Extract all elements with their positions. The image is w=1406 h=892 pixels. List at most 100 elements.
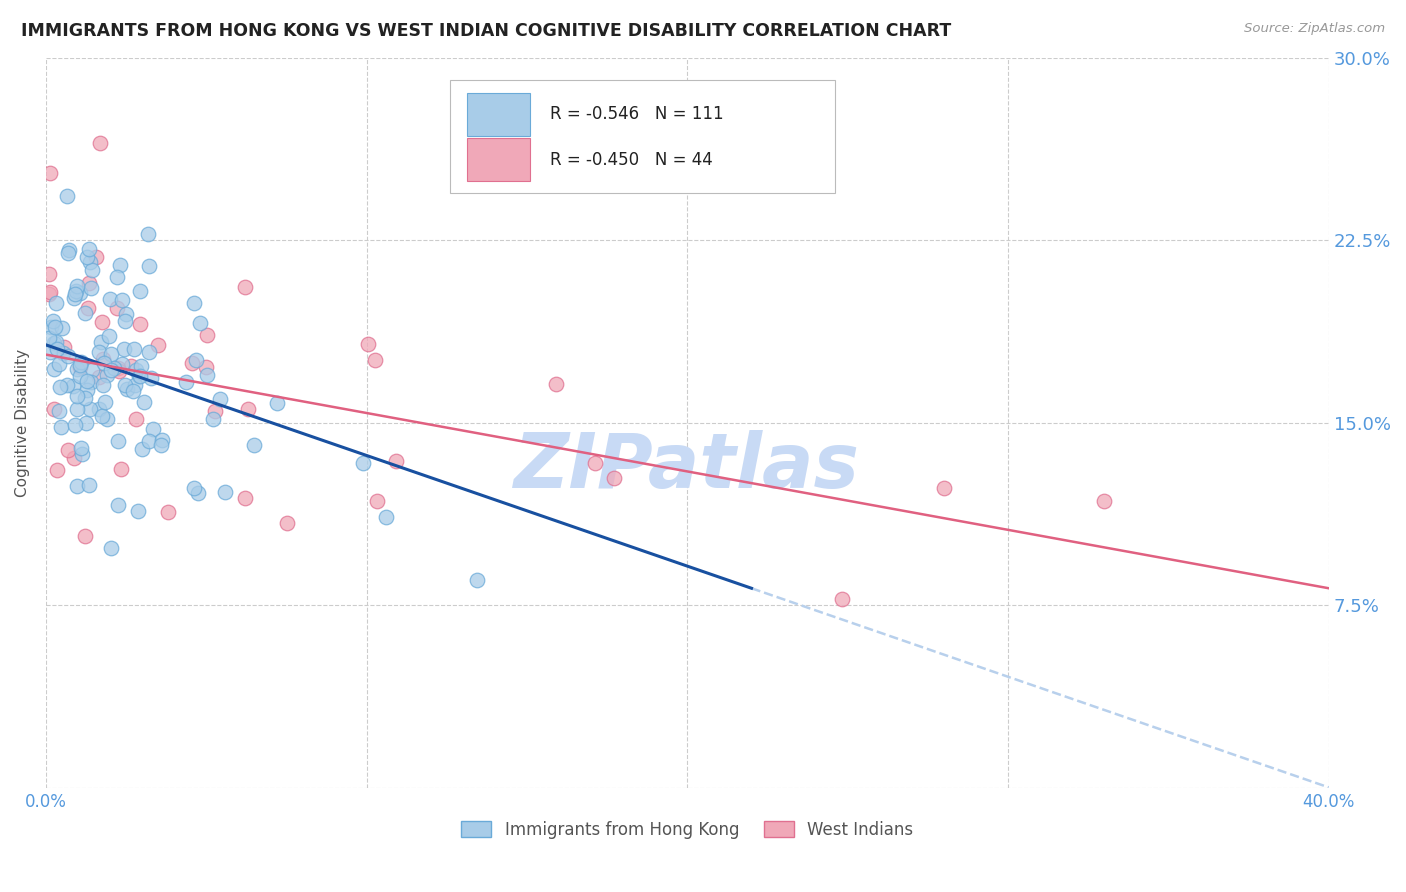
Point xyxy=(129,318,152,332)
Point xyxy=(51,320,73,334)
Point xyxy=(93,395,115,409)
Point xyxy=(120,359,142,374)
Point xyxy=(121,384,143,399)
Point xyxy=(79,255,101,269)
Point xyxy=(98,292,121,306)
Point xyxy=(352,456,374,470)
Point xyxy=(236,402,259,417)
Point xyxy=(138,260,160,274)
Point xyxy=(87,345,110,359)
Point xyxy=(385,454,408,468)
Point xyxy=(465,574,488,588)
Point xyxy=(100,347,122,361)
Point xyxy=(75,416,97,430)
Point xyxy=(46,343,69,357)
Point xyxy=(49,380,72,394)
Point xyxy=(84,250,107,264)
Point xyxy=(115,382,138,396)
Point xyxy=(150,433,173,447)
Point xyxy=(364,353,387,368)
Point xyxy=(831,591,853,606)
Point xyxy=(125,411,148,425)
Point xyxy=(65,478,87,492)
Point xyxy=(128,369,150,384)
Point xyxy=(73,391,96,405)
Point xyxy=(76,250,98,264)
Y-axis label: Cognitive Disability: Cognitive Disability xyxy=(15,349,30,497)
Point xyxy=(114,377,136,392)
Point xyxy=(932,482,955,496)
FancyBboxPatch shape xyxy=(467,93,530,136)
Point xyxy=(374,509,396,524)
Point xyxy=(91,351,114,366)
Point xyxy=(96,412,118,426)
Point xyxy=(183,481,205,495)
Point xyxy=(366,493,388,508)
Point xyxy=(79,401,101,416)
Point xyxy=(70,355,93,369)
Point xyxy=(66,362,89,376)
Point xyxy=(183,296,205,310)
FancyBboxPatch shape xyxy=(450,79,835,193)
Point xyxy=(80,375,103,389)
Point xyxy=(69,358,91,372)
Point xyxy=(108,364,131,378)
Point xyxy=(91,378,114,392)
Point xyxy=(56,442,79,457)
Point xyxy=(76,374,98,388)
Point xyxy=(79,280,101,294)
Point xyxy=(105,269,128,284)
Point xyxy=(80,362,103,376)
Point xyxy=(201,412,224,426)
Point xyxy=(356,336,378,351)
Point xyxy=(56,349,79,363)
Point xyxy=(107,360,129,375)
Point xyxy=(146,338,169,352)
Point xyxy=(70,447,93,461)
Point xyxy=(103,360,125,375)
Point xyxy=(42,336,65,351)
Point xyxy=(96,368,118,382)
Point xyxy=(52,340,75,354)
Point xyxy=(131,442,153,457)
Point xyxy=(45,334,67,349)
Point xyxy=(124,378,146,392)
Point xyxy=(51,420,73,434)
Point xyxy=(583,457,606,471)
Point xyxy=(190,316,212,330)
Point xyxy=(111,357,134,371)
Point xyxy=(66,278,89,293)
Point xyxy=(266,396,288,410)
Text: IMMIGRANTS FROM HONG KONG VS WEST INDIAN COGNITIVE DISABILITY CORRELATION CHART: IMMIGRANTS FROM HONG KONG VS WEST INDIAN… xyxy=(21,22,952,40)
Point xyxy=(125,363,148,377)
Point xyxy=(69,369,91,384)
Point xyxy=(90,335,112,350)
Point xyxy=(138,434,160,448)
Point xyxy=(77,478,100,492)
Point xyxy=(129,368,152,383)
Point xyxy=(129,284,152,298)
Point xyxy=(150,438,173,452)
Point xyxy=(65,284,87,298)
Point xyxy=(180,356,202,370)
Point xyxy=(38,331,60,345)
Point xyxy=(243,438,266,452)
Point xyxy=(112,342,135,356)
Point xyxy=(136,227,159,241)
Point xyxy=(107,498,129,512)
Point xyxy=(73,529,96,543)
Point xyxy=(187,486,209,500)
Point xyxy=(132,394,155,409)
Point xyxy=(90,315,112,329)
Point xyxy=(70,442,93,456)
Point xyxy=(42,402,65,417)
Point xyxy=(63,451,86,466)
Text: Source: ZipAtlas.com: Source: ZipAtlas.com xyxy=(1244,22,1385,36)
Point xyxy=(39,285,62,299)
Point xyxy=(195,368,218,382)
Point xyxy=(110,462,132,476)
Point xyxy=(1092,493,1115,508)
Point xyxy=(89,136,111,150)
Point xyxy=(111,293,134,307)
Point xyxy=(58,243,80,257)
